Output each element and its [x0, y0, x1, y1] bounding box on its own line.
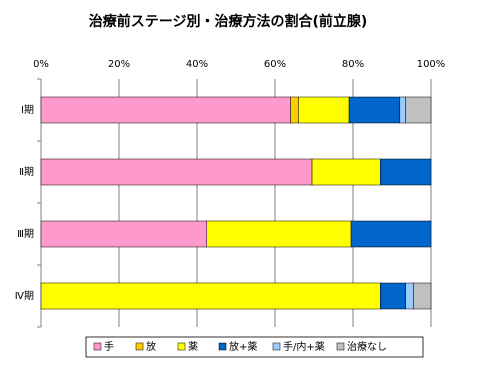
bar-segment — [40, 158, 313, 186]
bar-segment — [290, 96, 299, 124]
legend-label: 薬 — [188, 341, 198, 353]
legend-label: 放+薬 — [229, 340, 257, 353]
x-tick-label: 40% — [186, 59, 208, 70]
bar-segment — [311, 158, 381, 186]
legend-swatch — [336, 342, 345, 351]
legend-swatch — [93, 342, 102, 351]
bar-segment — [413, 282, 432, 310]
bar-segment — [206, 220, 352, 248]
bar-segment — [405, 96, 432, 124]
bar-segment — [40, 96, 291, 124]
legend-label: 手 — [104, 340, 114, 353]
bar-segment — [350, 220, 432, 248]
bar-segment — [40, 282, 381, 310]
y-tick-label: Ⅰ期 — [21, 104, 34, 116]
legend-label: 手/内+薬 — [283, 340, 325, 353]
legend-swatch — [177, 342, 186, 351]
bar-segment — [380, 282, 406, 310]
legend-label: 放 — [146, 340, 156, 353]
legend-swatch — [135, 342, 144, 351]
bar-segment — [348, 96, 401, 124]
x-tick-label: 20% — [108, 59, 130, 70]
x-tick-label: 100% — [417, 59, 446, 70]
bar-segment — [298, 96, 350, 124]
bar-segment — [399, 96, 406, 124]
y-tick-label: Ⅳ期 — [15, 290, 34, 302]
y-tick-label: Ⅱ期 — [19, 166, 34, 178]
bar-segment — [405, 282, 414, 310]
legend-swatch — [272, 342, 281, 351]
x-tick-label: 60% — [264, 59, 286, 70]
legend-box — [85, 336, 424, 358]
legend-swatch — [218, 342, 227, 351]
bar-segment — [40, 220, 207, 248]
x-tick-label: 80% — [342, 59, 364, 70]
bar-segment — [380, 158, 432, 186]
y-tick-label: Ⅲ期 — [17, 228, 34, 240]
x-tick-label: 0% — [33, 59, 49, 70]
legend-label: 治療なし — [347, 340, 387, 353]
chart-title: 治療前ステージ別・治療方法の割合(前立腺) — [89, 13, 368, 30]
